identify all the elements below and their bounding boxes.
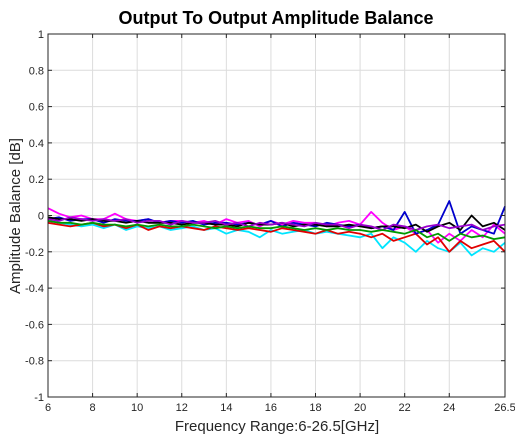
series-layer (47, 200, 506, 257)
y-tick-label: -1 (34, 392, 44, 404)
y-tick-label: 0.4 (29, 138, 44, 150)
x-tick-label: 20 (354, 402, 366, 414)
y-tick-label: -0.2 (25, 247, 44, 259)
x-tick-label: 6 (45, 402, 51, 414)
x-tick-label: 14 (220, 402, 232, 414)
x-tick-label: 26.5 (494, 402, 515, 414)
y-tick-label: -0.6 (25, 319, 44, 331)
y-tick-label: 0 (38, 211, 44, 223)
series-line-7 (47, 220, 506, 242)
x-tick-label: 8 (90, 402, 96, 414)
x-tick-label: 12 (176, 402, 188, 414)
series-line-2 (47, 220, 506, 257)
x-tick-label: 18 (309, 402, 321, 414)
y-tick-label: 1 (38, 29, 44, 41)
y-axis-title: Amplitude Balance [dB] (7, 138, 24, 294)
y-tick-label: 0.8 (29, 65, 44, 77)
y-tick-label: 0.2 (29, 174, 44, 186)
x-tick-label: 16 (265, 402, 277, 414)
y-tick-label: -0.4 (25, 283, 44, 295)
y-tick-label: 0.6 (29, 102, 44, 114)
x-tick-label: 10 (131, 402, 143, 414)
chart-title: Output To Output Amplitude Balance (119, 8, 434, 28)
x-axis-title: Frequency Range:6-26.5[GHz] (175, 418, 379, 435)
x-axis-ticks: 6 8 10 12 14 16 18 20 22 24 26.5 (45, 34, 515, 414)
y-axis-ticks: -1 -0.8 -0.6 -0.4 -0.2 0 0.2 0.4 0.6 0.8 1 (25, 29, 505, 404)
series-line-3 (47, 221, 506, 253)
x-tick-label: 24 (443, 402, 455, 414)
x-tick-label: 22 (399, 402, 411, 414)
series-line-6 (47, 216, 506, 231)
y-tick-label: -0.8 (25, 356, 44, 368)
